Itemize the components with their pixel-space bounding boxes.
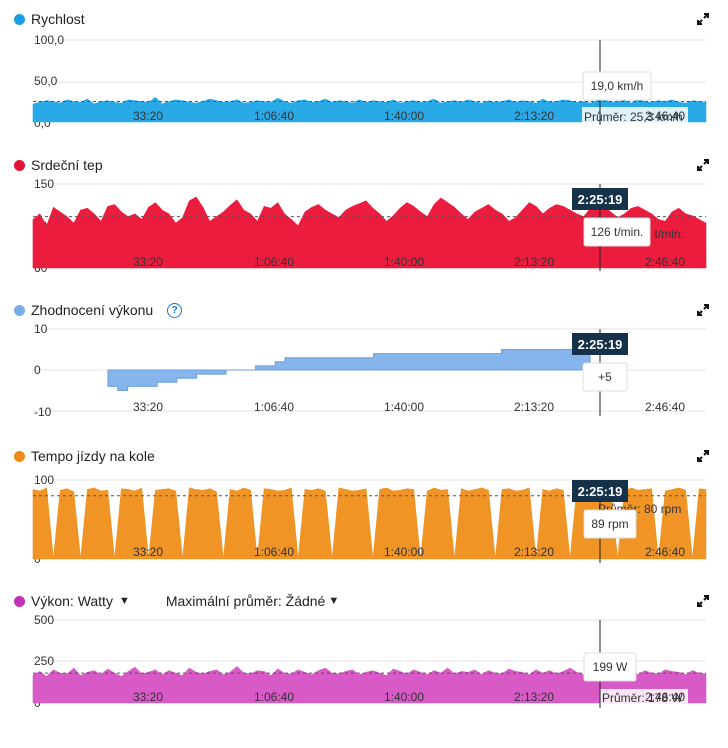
max-avg-dropdown[interactable]: Maximální průměr: Žádné ▼ [166,593,339,609]
expand-icon[interactable] [696,303,710,317]
perf-panel: Zhodnocení výkonu ? 10 0 -10 33:20 1:06:40 1:… [0,295,728,425]
time-badge [572,480,628,502]
x-tick-label: 2:46:40 [645,109,685,123]
x-tick-label: 1:06:40 [254,545,294,559]
x-tick-label: 2:13:20 [514,255,554,269]
hr-title-label: Srdeční tep [31,157,103,173]
perf-title: Zhodnocení výkonu ? [14,300,183,320]
x-tick-label: 33:20 [133,690,163,704]
speed-dot-icon [14,13,25,25]
hr-dot-icon [14,159,25,171]
time-badge-label: 2:25:19 [578,337,623,352]
x-tick-label: 2:13:20 [514,109,554,123]
speed-title-label: Rychlost [31,11,85,27]
y-tick-label: 50,0 [34,74,58,88]
speed-title: Rychlost [14,9,85,29]
x-tick-label: 33:20 [133,109,163,123]
expand-icon[interactable] [696,158,710,172]
average-label-bg [600,689,688,705]
power-panel: Výkon: Watty ▼ Maximální průměr: Žádné ▼… [0,585,728,725]
tooltip-box [583,509,637,539]
x-tick-label: 2:46:40 [645,255,685,269]
y-tick-label: 250 [34,654,54,668]
tooltip-box [582,362,628,392]
x-tick-label: 1:40:00 [384,545,424,559]
x-tick-label: 2:13:20 [514,690,554,704]
time-badge [572,333,628,355]
speed-panel: Rychlost 100,0 50,0 0,0 Průměr: 25,3 km/h 33… [0,0,728,140]
y-tick-label: 10 [34,322,48,336]
x-tick-label: 1:06:40 [254,255,294,269]
y-tick-label: 150 [34,177,54,191]
x-tick-label: 1:06:40 [254,690,294,704]
average-label-bg [582,107,688,125]
x-tick-label: 33:20 [133,400,163,414]
time-badge-label: 2:25:19 [578,192,623,207]
average-label: Průměr: 178 W [602,691,683,705]
perf-title-label: Zhodnocení výkonu [31,302,154,318]
x-tick-label: 2:46:40 [645,400,685,414]
cadence-title-label: Tempo jízdy na kole [31,448,155,464]
time-badge-label: 2:25:19 [578,484,623,499]
x-tick-label: 2:13:20 [514,545,554,559]
hr-chart[interactable]: 15010060Průměr: 112 t/min.33:201:06:401:… [0,176,728,301]
expand-icon[interactable] [696,449,710,463]
tooltip-box [583,652,637,682]
y-tick-label: 0 [34,363,41,377]
cadence-title: Tempo jízdy na kole [14,446,155,466]
tooltip-value: 126 t/min. [591,225,644,239]
power-metric-dropdown[interactable]: Výkon: Watty ▼ [31,593,130,609]
x-tick-label: 1:40:00 [384,255,424,269]
expand-icon[interactable] [696,12,710,26]
x-tick-label: 1:40:00 [384,109,424,123]
help-icon[interactable]: ? [167,302,183,318]
cadence-panel: Tempo jízdy na kole 1000Průměr: 80 rpm33… [0,440,728,570]
y-tick-label: 100,0 [34,33,64,47]
perf-chart[interactable]: 10 0 -10 33:20 1:06:40 1:40:00 2:13:20 2:46:40 +… [0,321,728,446]
time-badge [572,188,628,210]
x-tick-label: 2:46:40 [645,690,685,704]
tooltip-value: 19,0 km/h [591,79,644,93]
power-metric-label: Výkon: Watty [31,593,113,609]
tooltip-box [582,71,652,101]
cadence-chart[interactable]: 1000Průměr: 80 rpm33:201:06:401:40:002:1… [0,468,728,593]
x-tick-label: 1:40:00 [384,400,424,414]
speed-chart[interactable]: 100,050,00,0 Průměr: 25,3 km/h33:20 1:06:4… [0,30,728,135]
tooltip-box [583,217,651,247]
tooltip-value: 89 rpm [591,517,628,531]
expand-icon[interactable] [696,594,710,608]
x-tick-label: 33:20 [133,545,163,559]
power-dot-icon [14,595,25,607]
x-tick-label: 2:46:40 [645,545,685,559]
hr-title: Srdeční tep [14,155,103,175]
max-avg-label: Maximální průměr: Žádné [165,593,326,609]
x-tick-label: 2:13:20 [514,400,554,414]
y-tick-label: 100 [34,473,54,487]
series-area [107,349,591,391]
average-label: Průměr: 25,3 km/h [584,110,683,124]
perf-dot-icon [14,304,25,316]
hr-panel: Srdeční tep 15010060Průměr: 112 t/min.33… [0,150,728,280]
x-tick-label: 1:06:40 [254,400,294,414]
tooltip-value: 199 W [593,660,628,674]
power-chart[interactable]: 5002500Průměr: 178 W33:201:06:401:40:002… [0,613,728,748]
power-title: Výkon: Watty ▼ Maximální průměr: Žádné ▼ [14,591,339,611]
x-tick-label: 1:06:40 [254,109,294,123]
tooltip-value: +5 [598,370,612,384]
x-tick-label: 1:40:00 [384,690,424,704]
y-tick-label: 500 [34,613,54,627]
caret-down-icon: ▼ [328,595,340,607]
y-tick-label: -10 [34,405,52,419]
caret-down-icon: ▼ [118,595,130,607]
x-tick-label: 33:20 [133,255,163,269]
cadence-dot-icon [14,450,25,462]
